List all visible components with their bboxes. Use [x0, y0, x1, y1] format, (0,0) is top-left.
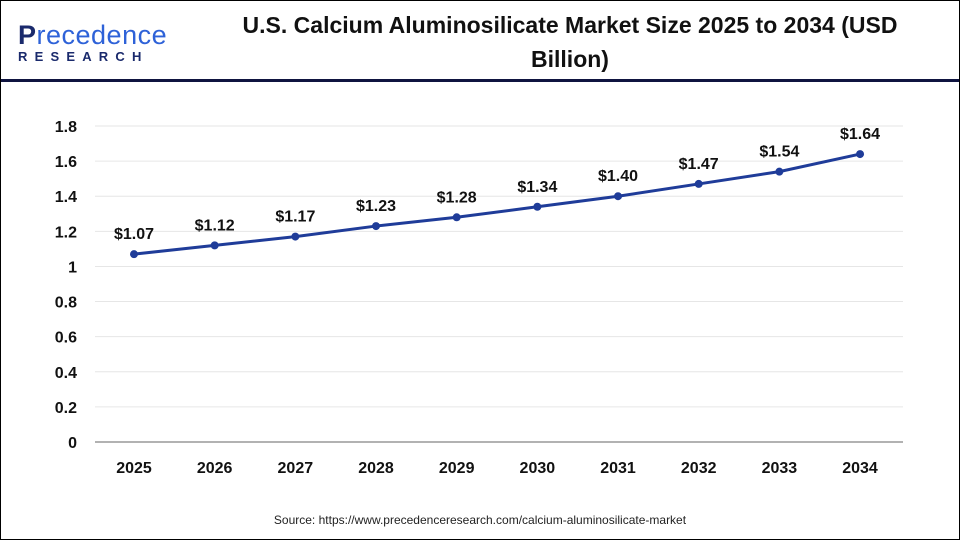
y-tick-label: 1.2 [55, 224, 77, 241]
data-point [452, 213, 461, 222]
x-tick-label: 2028 [358, 460, 394, 477]
data-label: $1.17 [275, 209, 315, 226]
data-label: $1.34 [517, 179, 557, 196]
y-tick-label: 0.4 [55, 365, 77, 382]
y-tick-label: 0.8 [55, 295, 77, 312]
x-tick-label: 2031 [600, 460, 636, 477]
data-point [856, 150, 865, 159]
y-tick-label: 0.6 [55, 330, 77, 347]
y-tick-label: 1.4 [55, 189, 77, 206]
series-line [133, 152, 861, 256]
x-tick-label: 2025 [116, 460, 152, 477]
x-tick-label: 2032 [681, 460, 717, 477]
y-tick-label: 1 [68, 259, 77, 276]
data-label: $1.54 [759, 144, 799, 161]
logo: Precedence RESEARCH [18, 20, 168, 65]
header-divider [1, 79, 959, 82]
y-tick-label: 0.2 [55, 400, 77, 417]
x-tick-label: 2034 [842, 460, 878, 477]
y-tick-label: 1.6 [55, 154, 77, 171]
x-tick-label: 2029 [439, 460, 475, 477]
x-tick-label: 2027 [278, 460, 314, 477]
data-label: $1.12 [195, 217, 235, 234]
data-label: $1.40 [598, 168, 638, 185]
logo-subtext: RESEARCH [18, 49, 149, 64]
chart-title: U.S. Calcium Aluminosilicate Market Size… [242, 12, 898, 72]
data-label: $1.28 [437, 189, 477, 206]
data-point [533, 202, 542, 211]
data-point [372, 222, 381, 231]
data-point [694, 179, 703, 188]
x-tick-label: 2030 [520, 460, 556, 477]
data-point [775, 167, 784, 176]
y-tick-label: 0 [68, 435, 77, 452]
data-label: $1.07 [114, 226, 154, 243]
data-label: $1.47 [679, 156, 719, 173]
data-point [614, 192, 623, 201]
data-label: $1.64 [840, 126, 880, 143]
y-tick-label: 1.8 [55, 119, 77, 136]
x-tick-label: 2026 [197, 460, 233, 477]
data-point [210, 241, 219, 250]
logo-initial: P [18, 20, 37, 50]
x-tick-label: 2033 [762, 460, 798, 477]
source-note: Source: https://www.precedenceresearch.c… [273, 513, 687, 527]
data-label: $1.23 [356, 198, 396, 215]
logo-text: recedence [36, 20, 168, 50]
data-point [130, 250, 138, 259]
data-point [291, 232, 300, 241]
